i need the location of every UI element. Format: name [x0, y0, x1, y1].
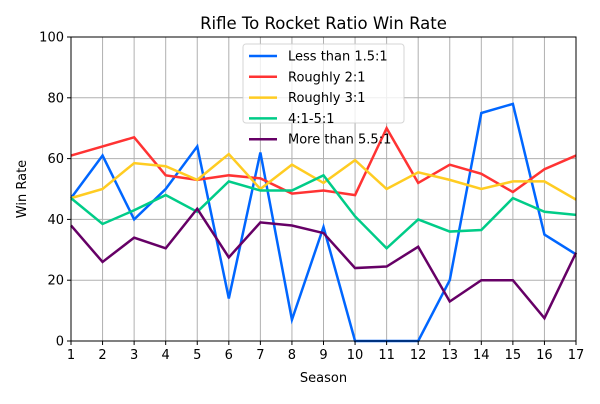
legend: Less than 1.5:1 Roughly 2:1 Roughly 3:1 4:1… — [243, 44, 404, 148]
x-tick-label: 2 — [98, 348, 106, 363]
legend-label: 4:1-5:1 — [288, 112, 335, 127]
x-tick-label: 9 — [319, 348, 327, 363]
y-axis-label: Win Rate — [15, 160, 30, 218]
x-tick-label: 5 — [193, 348, 201, 363]
chart-title: Rifle To Rocket Ratio Win Rate — [200, 14, 447, 33]
x-tick-label: 1 — [67, 348, 75, 363]
x-tick-label: 7 — [256, 348, 264, 363]
x-tick-label: 16 — [536, 348, 553, 363]
x-tick-label: 13 — [441, 348, 458, 363]
x-tick-label: 10 — [347, 348, 364, 363]
legend-label: Roughly 3:1 — [288, 91, 366, 106]
y-tick-label: 80 — [47, 91, 64, 106]
legend-label: Less than 1.5:1 — [288, 50, 388, 65]
x-tick-label: 8 — [288, 348, 296, 363]
x-tick-label: 12 — [410, 348, 427, 363]
y-tick-label: 0 — [56, 335, 64, 350]
x-tick-label: 6 — [225, 348, 233, 363]
legend-label: More than 5.5:1 — [288, 133, 391, 148]
x-tick-label: 17 — [568, 348, 585, 363]
x-tick-label: 3 — [130, 348, 138, 363]
legend-label: Roughly 2:1 — [288, 70, 366, 85]
y-tick-label: 100 — [39, 31, 64, 46]
x-tick-label: 14 — [473, 348, 490, 363]
x-axis-label: Season — [300, 371, 347, 386]
y-tick-label: 20 — [47, 274, 64, 289]
y-tick-label: 60 — [47, 152, 64, 167]
x-tick-label: 11 — [378, 348, 395, 363]
x-tick-label: 15 — [505, 348, 522, 363]
x-tick-label: 4 — [162, 348, 170, 363]
y-tick-label: 40 — [47, 213, 64, 228]
